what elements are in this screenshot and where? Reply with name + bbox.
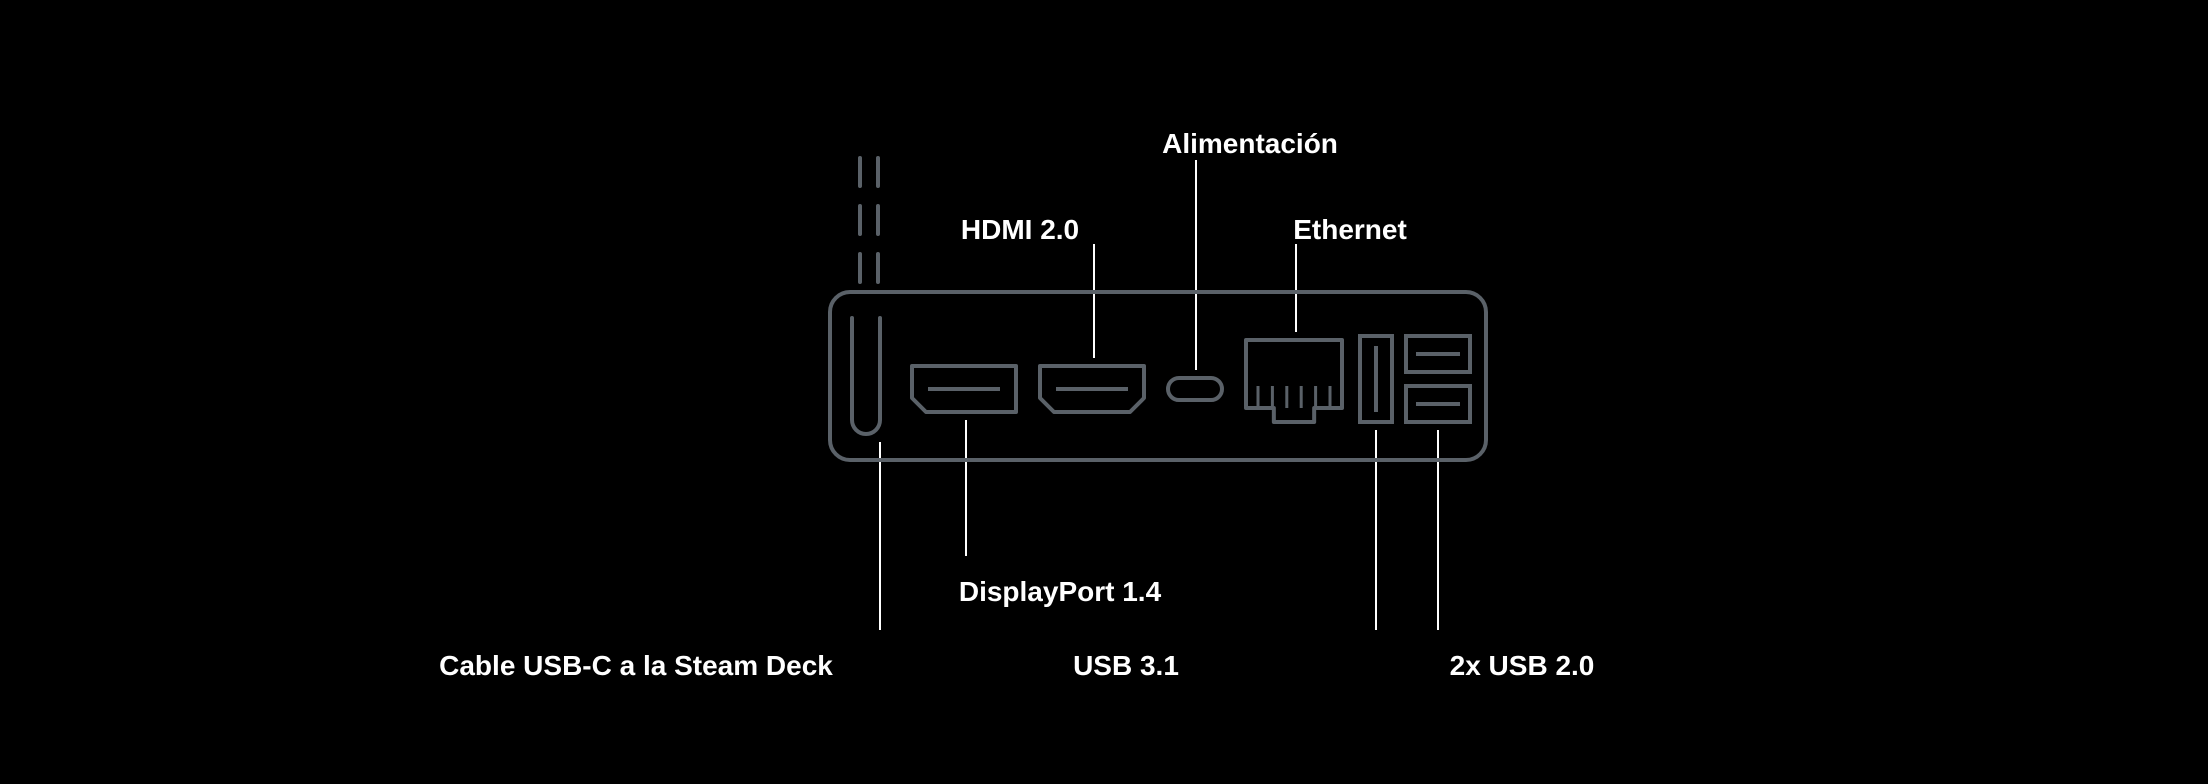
label-ethernet: Ethernet	[1293, 214, 1407, 246]
diagram-stage: Alimentación HDMI 2.0 Ethernet DisplayPo…	[0, 0, 2208, 784]
label-usb20: 2x USB 2.0	[1450, 650, 1595, 682]
label-displayport: DisplayPort 1.4	[959, 576, 1161, 608]
label-usb31: USB 3.1	[1073, 650, 1179, 682]
label-hdmi: HDMI 2.0	[961, 214, 1079, 246]
label-alimentacion: Alimentación	[1162, 128, 1338, 160]
label-cable-usbc: Cable USB-C a la Steam Deck	[439, 650, 833, 682]
